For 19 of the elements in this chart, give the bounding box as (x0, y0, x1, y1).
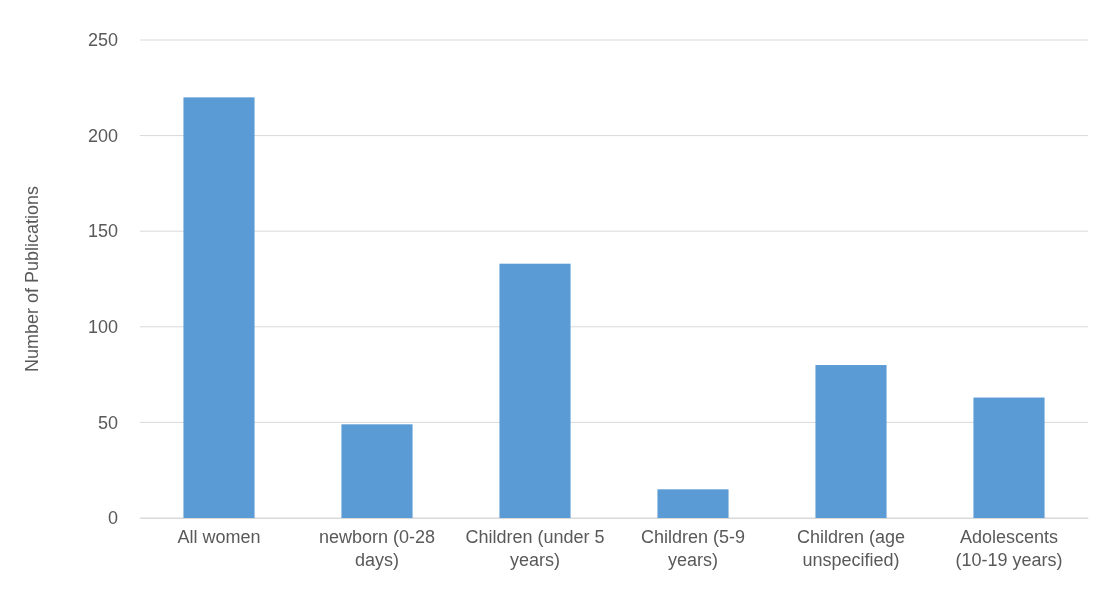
y-axis-title: Number of Publications (22, 185, 42, 373)
bar (183, 97, 255, 518)
bar (341, 424, 413, 518)
x-tick-label: Children (5-9 years) (640, 526, 746, 571)
x-tick-label: Adolescents (10-19 years) (955, 526, 1063, 571)
bar (815, 365, 887, 518)
x-tick-label: All women (177, 526, 261, 547)
bar (973, 397, 1045, 518)
bar (657, 489, 729, 518)
x-tick-label: newborn (0-28 days) (318, 526, 436, 571)
y-tick-label: 50 (97, 412, 118, 433)
y-tick-label: 0 (107, 508, 118, 529)
x-tick-label: Children (age unspecified) (796, 526, 906, 571)
y-tick-label: 100 (87, 317, 118, 338)
y-tick-label: 150 (87, 221, 118, 242)
y-tick-label: 200 (87, 125, 118, 146)
bar (499, 263, 571, 518)
y-tick-label: 250 (87, 30, 118, 51)
x-tick-label: Children (under 5 years) (465, 526, 605, 571)
